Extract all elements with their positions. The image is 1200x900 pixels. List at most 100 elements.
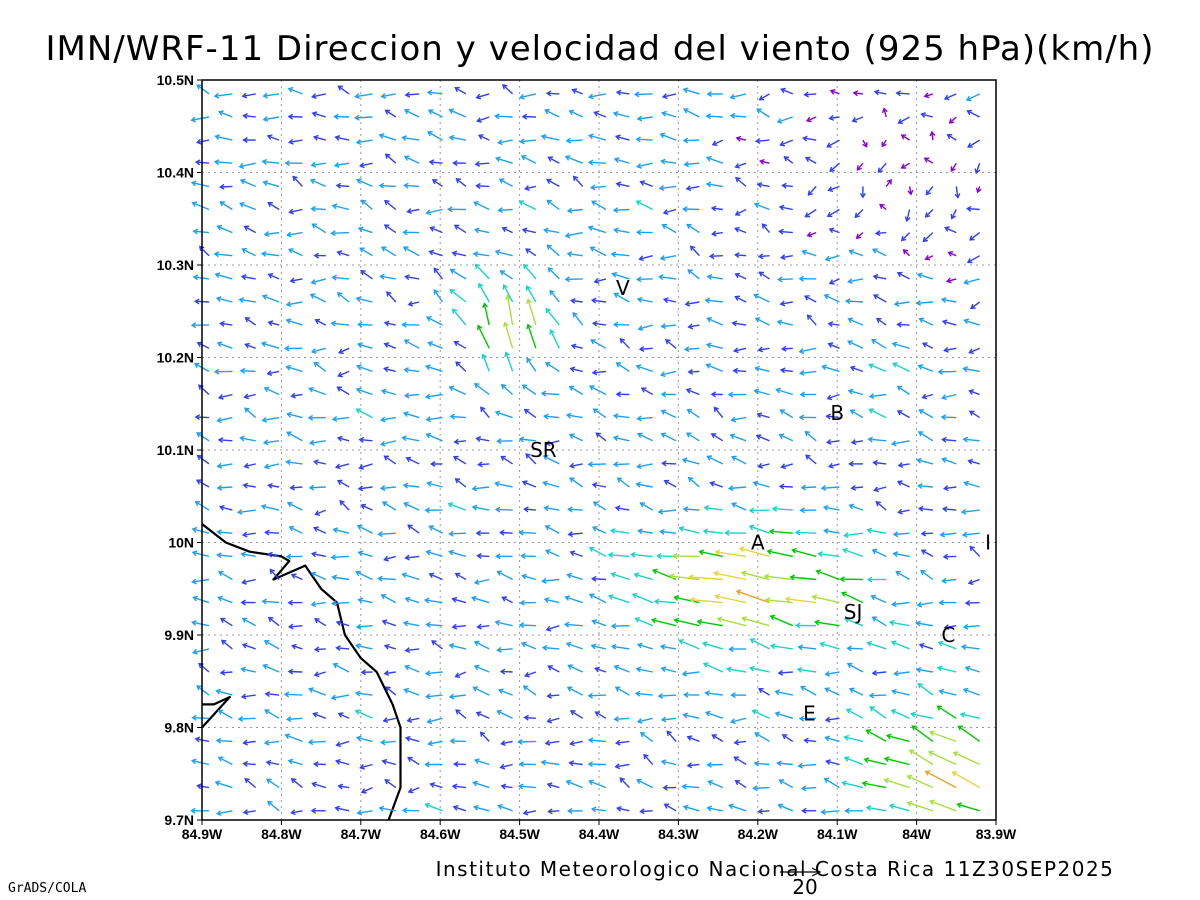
wind-arrow	[337, 712, 350, 719]
wind-arrow	[658, 274, 677, 281]
wind-arrow	[587, 692, 607, 699]
wind-arrow	[660, 409, 677, 419]
wind-arrow	[286, 231, 303, 238]
wind-arrow	[948, 116, 957, 124]
wind-arrow	[827, 321, 840, 328]
wind-arrow	[943, 93, 957, 101]
wind-arrow	[520, 155, 537, 164]
wind-arrow	[631, 592, 653, 604]
wind-arrow	[668, 573, 700, 581]
wind-arrow	[381, 758, 396, 766]
wind-arrow	[496, 709, 513, 719]
wind-arrow	[915, 620, 934, 627]
wind-arrow	[702, 528, 723, 535]
wind-arrow	[870, 338, 887, 349]
wind-arrow	[975, 186, 982, 194]
wind-arrow	[673, 595, 700, 604]
wind-arrow	[424, 761, 443, 768]
wind-arrow	[360, 270, 373, 280]
wind-arrow	[757, 346, 770, 353]
wind-arrow	[821, 364, 840, 373]
wind-arrow	[473, 578, 490, 585]
wind-arrow	[633, 91, 653, 98]
wind-arrow	[592, 408, 607, 419]
coastline-segment	[201, 695, 231, 729]
wind-arrow	[861, 780, 887, 789]
wind-arrow	[910, 711, 934, 719]
wind-arrow	[865, 729, 887, 743]
wind-arrow	[828, 227, 840, 234]
wind-arrow	[518, 436, 536, 443]
place-label-e: E	[803, 702, 816, 726]
wind-arrow	[239, 435, 256, 442]
wind-arrow	[900, 134, 910, 141]
wind-arrow	[730, 692, 747, 699]
wind-arrow	[844, 298, 863, 305]
wind-arrow	[710, 205, 723, 212]
wind-arrow	[713, 570, 747, 581]
wind-arrow	[357, 597, 373, 604]
wind-arrow	[757, 253, 770, 260]
wind-arrow	[195, 138, 210, 145]
wind-arrow	[497, 804, 513, 812]
wind-arrow	[237, 715, 256, 722]
wind-arrow	[314, 618, 327, 627]
wind-arrow	[501, 596, 513, 604]
wind-arrow	[192, 595, 210, 604]
wind-arrow	[844, 807, 863, 814]
wind-arrow	[541, 577, 560, 584]
wind-arrow	[817, 551, 840, 558]
wind-arrow	[610, 251, 630, 258]
wind-arrow	[455, 709, 467, 719]
wind-arrow	[868, 692, 887, 699]
wind-arrow	[917, 364, 934, 373]
wind-arrow	[314, 318, 327, 326]
wind-arrow	[937, 368, 957, 375]
wind-arrow	[918, 317, 934, 326]
wind-arrow	[519, 599, 536, 606]
wind-arrow	[263, 640, 280, 650]
wind-arrow	[403, 339, 420, 349]
wind-arrow	[545, 307, 560, 326]
wind-arrow	[477, 324, 490, 349]
wind-arrow	[673, 617, 700, 627]
wind-arrow	[800, 685, 817, 696]
wind-arrow	[753, 760, 770, 767]
wind-arrow	[868, 363, 887, 373]
lon-tick-label: 84.3W	[658, 826, 699, 842]
wind-arrow	[611, 271, 630, 280]
wind-arrow	[947, 251, 957, 257]
wind-arrow	[780, 345, 793, 352]
wind-arrow	[403, 155, 420, 164]
wind-arrow	[588, 593, 607, 604]
wind-arrow	[426, 717, 443, 725]
wind-arrow	[918, 642, 934, 650]
wind-arrow	[355, 570, 373, 581]
wind-arrow	[968, 410, 981, 419]
wind-arrow	[564, 595, 583, 604]
wind-arrow	[588, 133, 607, 141]
wind-arrow	[755, 434, 770, 442]
wind-arrow	[267, 202, 280, 211]
wind-arrow	[406, 717, 420, 723]
wind-arrow	[285, 364, 303, 373]
wind-arrow	[427, 740, 443, 747]
wind-arrow	[383, 199, 397, 211]
wind-arrow	[710, 433, 724, 442]
wind-arrow	[313, 671, 327, 678]
wind-arrow	[682, 506, 700, 513]
wind-arrow	[594, 666, 607, 673]
wind-arrow	[213, 92, 233, 99]
wind-arrow	[292, 175, 303, 187]
lat-tick-label: 10.3N	[157, 257, 194, 273]
wind-arrow	[797, 644, 817, 651]
wind-arrow	[572, 175, 584, 187]
wind-arrow	[615, 89, 630, 96]
wind-arrow	[705, 363, 724, 373]
wind-arrow	[566, 251, 583, 258]
wind-arrow	[892, 362, 910, 373]
wind-arrow	[614, 686, 630, 696]
wind-arrow	[311, 781, 327, 789]
wind-arrow	[503, 321, 514, 349]
wind-arrow	[261, 294, 280, 303]
